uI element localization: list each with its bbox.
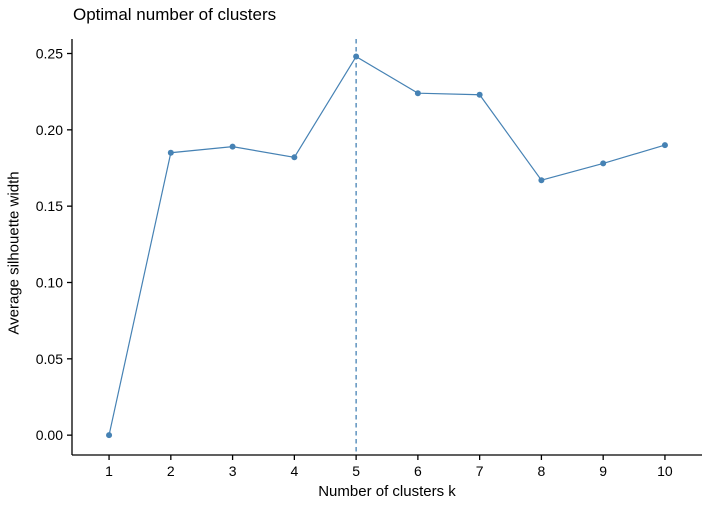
data-point xyxy=(229,143,236,150)
y-tick-label: 0.25 xyxy=(36,46,63,62)
data-point xyxy=(291,154,298,161)
y-axis-title: Average silhouette width xyxy=(5,171,23,335)
y-tick-label: 0.10 xyxy=(36,274,63,290)
x-tick-label: 10 xyxy=(657,463,673,479)
x-axis-title: Number of clusters k xyxy=(318,483,456,500)
x-tick-label: 5 xyxy=(352,463,360,479)
silhouette-line xyxy=(108,55,666,436)
x-tick-label: 9 xyxy=(599,463,607,479)
y-tick-label: 0.05 xyxy=(36,351,63,367)
data-point xyxy=(661,142,668,149)
x-tick-label: 4 xyxy=(290,463,298,479)
x-tick-label: 8 xyxy=(538,463,546,479)
data-point xyxy=(353,53,360,60)
x-tick-label: 3 xyxy=(229,463,237,479)
x-tick-label: 7 xyxy=(476,463,484,479)
plot-title: Optimal number of clusters xyxy=(73,5,277,24)
x-tick-label: 6 xyxy=(414,463,422,479)
data-point xyxy=(167,149,174,156)
x-tick-label: 2 xyxy=(167,463,175,479)
data-point xyxy=(538,177,545,184)
y-tick-label: 0.15 xyxy=(36,198,63,214)
data-point xyxy=(106,432,113,439)
data-point xyxy=(414,90,421,97)
y-tick-label: 0.20 xyxy=(36,122,63,138)
data-point xyxy=(600,160,607,167)
x-tick-label: 1 xyxy=(105,463,113,479)
data-point xyxy=(476,91,483,98)
y-tick-label: 0.00 xyxy=(36,427,63,443)
